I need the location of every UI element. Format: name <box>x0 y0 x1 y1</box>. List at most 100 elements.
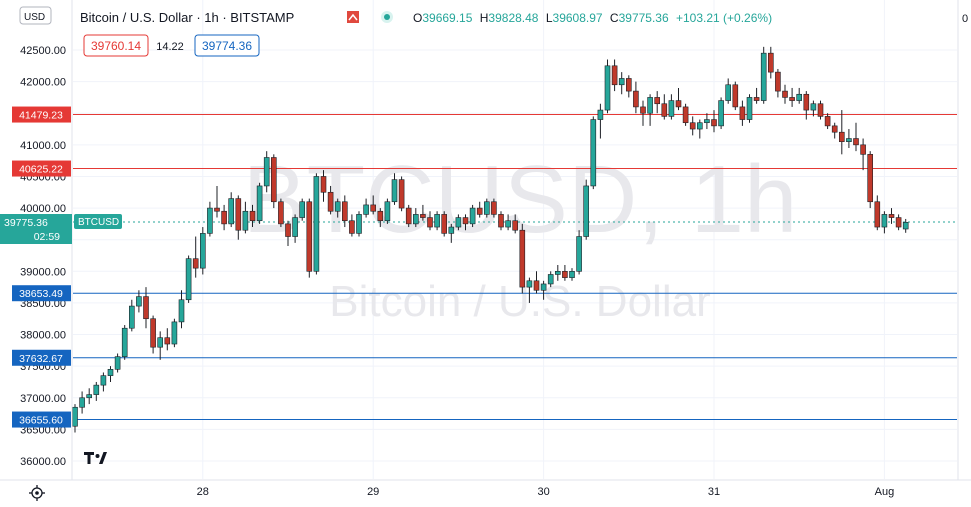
candle-body <box>753 97 760 101</box>
candle-body <box>72 406 78 427</box>
level-label-box <box>12 106 71 123</box>
candle-body <box>547 274 554 285</box>
candle-body <box>334 201 341 212</box>
candle-body <box>775 71 781 92</box>
low-label: L <box>546 11 553 25</box>
candle-body <box>292 217 298 237</box>
candle-body <box>782 90 788 98</box>
candle-body <box>93 384 100 395</box>
candle-body <box>270 157 277 203</box>
sell-price[interactable]: 39760.14 <box>91 39 141 53</box>
candle-body <box>725 84 732 101</box>
candle-body <box>150 318 156 348</box>
candle-body <box>625 78 632 92</box>
candle-body <box>746 97 753 120</box>
close-label: C <box>610 11 619 25</box>
level-label-box <box>12 160 71 177</box>
candle-body <box>618 78 625 86</box>
candle-body <box>370 204 377 212</box>
ohlc-row: O39669.15 H39828.48 L39608.97 C39775.36 … <box>413 11 772 25</box>
candle-body <box>278 201 284 225</box>
candle-body <box>469 207 476 225</box>
candle-body <box>242 210 249 231</box>
candle-body <box>327 191 334 212</box>
candle-body <box>384 201 391 222</box>
candle-body <box>824 116 831 127</box>
symbol-tag-box <box>74 214 122 229</box>
y-tick-label: 37000.00 <box>20 393 66 405</box>
candle-body <box>136 296 142 307</box>
candle-body <box>178 299 185 323</box>
candle-body <box>455 217 462 228</box>
candle-body <box>732 84 739 108</box>
gear-icon[interactable] <box>29 485 45 501</box>
candle-countdown: 02:59 <box>34 231 60 243</box>
candle-body <box>640 106 646 114</box>
candle-body <box>846 138 852 142</box>
candle-body <box>391 179 398 203</box>
candle-body <box>143 296 149 320</box>
candle-body <box>654 97 661 105</box>
candle-body <box>363 204 369 215</box>
candle-body <box>441 214 448 234</box>
tradingview-logo-icon <box>84 452 107 464</box>
candle-body <box>306 201 313 272</box>
candle-body <box>249 210 256 222</box>
candle-body <box>533 280 540 291</box>
candle-body <box>483 201 490 215</box>
candle-body <box>405 207 412 225</box>
close-value: 39775.36 <box>619 11 669 25</box>
candle-body <box>434 214 440 228</box>
candle-body <box>420 214 426 218</box>
candle-body <box>299 201 306 218</box>
level-label: 40625.22 <box>19 164 63 176</box>
candle-body <box>171 321 178 345</box>
currency-badge[interactable]: USD <box>24 12 45 23</box>
candle-body <box>831 125 838 133</box>
change-value: +103.21 (+0.26%) <box>676 11 772 25</box>
candle-body <box>285 223 291 237</box>
candle-body <box>192 258 199 269</box>
candle-body <box>505 220 511 228</box>
level-label: 37632.67 <box>19 353 63 365</box>
candle-body <box>114 356 121 370</box>
x-tick-label: 29 <box>367 486 379 498</box>
candle-body <box>554 271 561 275</box>
candle-body <box>803 93 810 111</box>
candle-body <box>661 103 668 117</box>
buy-price[interactable]: 39774.36 <box>202 39 252 53</box>
open-label: O <box>413 11 422 25</box>
current-price-value: 39775.36 <box>4 217 48 229</box>
candles <box>72 46 909 433</box>
candle-body <box>100 375 107 386</box>
candle-body <box>164 337 171 345</box>
chart-header: USD Bitcoin / U.S. Dollar · 1h · BITSTAM… <box>19 6 772 57</box>
y-tick-label: 42500.00 <box>20 45 66 57</box>
spread-value: 14.22 <box>156 41 184 53</box>
candle-body <box>633 90 639 108</box>
ohlc-values: O39669.15 H39828.48 L39608.97 C39775.36 … <box>413 11 772 25</box>
buy-button[interactable] <box>194 34 260 57</box>
candle-body <box>817 103 824 117</box>
candle-body <box>902 222 909 230</box>
candle-body <box>562 271 568 278</box>
currency-badge-box[interactable] <box>19 6 52 25</box>
candle-body <box>760 52 767 101</box>
candle-body <box>611 65 618 86</box>
candle-body <box>767 52 774 73</box>
candle-body <box>711 119 717 127</box>
candle-body <box>867 154 874 203</box>
candle-body <box>604 65 611 111</box>
hide-icon[interactable] <box>347 11 359 23</box>
level-label-box <box>12 411 71 428</box>
candle-body <box>86 394 92 399</box>
time-axis[interactable]: 28293031Aug2 <box>197 486 971 498</box>
candle-body <box>235 198 242 231</box>
candle-body <box>590 119 597 187</box>
candle-body <box>597 109 604 120</box>
horizontal-levels <box>73 114 957 421</box>
level-label: 41479.23 <box>19 110 63 122</box>
candle-body <box>228 198 234 225</box>
sell-button[interactable] <box>83 34 149 57</box>
